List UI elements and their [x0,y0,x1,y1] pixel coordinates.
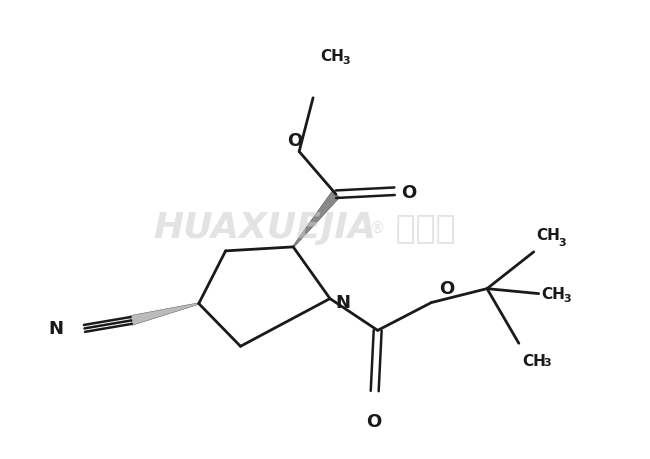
Text: 3: 3 [543,358,551,367]
Text: O: O [287,132,303,150]
Text: CH: CH [320,49,344,63]
Text: CH: CH [537,227,560,242]
Text: ®: ® [370,220,385,235]
Text: N: N [335,293,350,311]
Text: O: O [366,412,382,430]
Polygon shape [130,303,199,325]
Text: N: N [49,320,64,338]
Text: 3: 3 [564,293,571,303]
Text: HUAXUEJIA: HUAXUEJIA [153,211,376,245]
Text: 3: 3 [558,237,566,247]
Text: O: O [402,184,417,202]
Text: 3: 3 [342,56,350,66]
Text: 化学加: 化学加 [385,211,455,244]
Text: O: O [439,279,454,297]
Text: CH: CH [522,353,546,369]
Polygon shape [292,192,340,248]
Text: CH: CH [541,286,566,302]
